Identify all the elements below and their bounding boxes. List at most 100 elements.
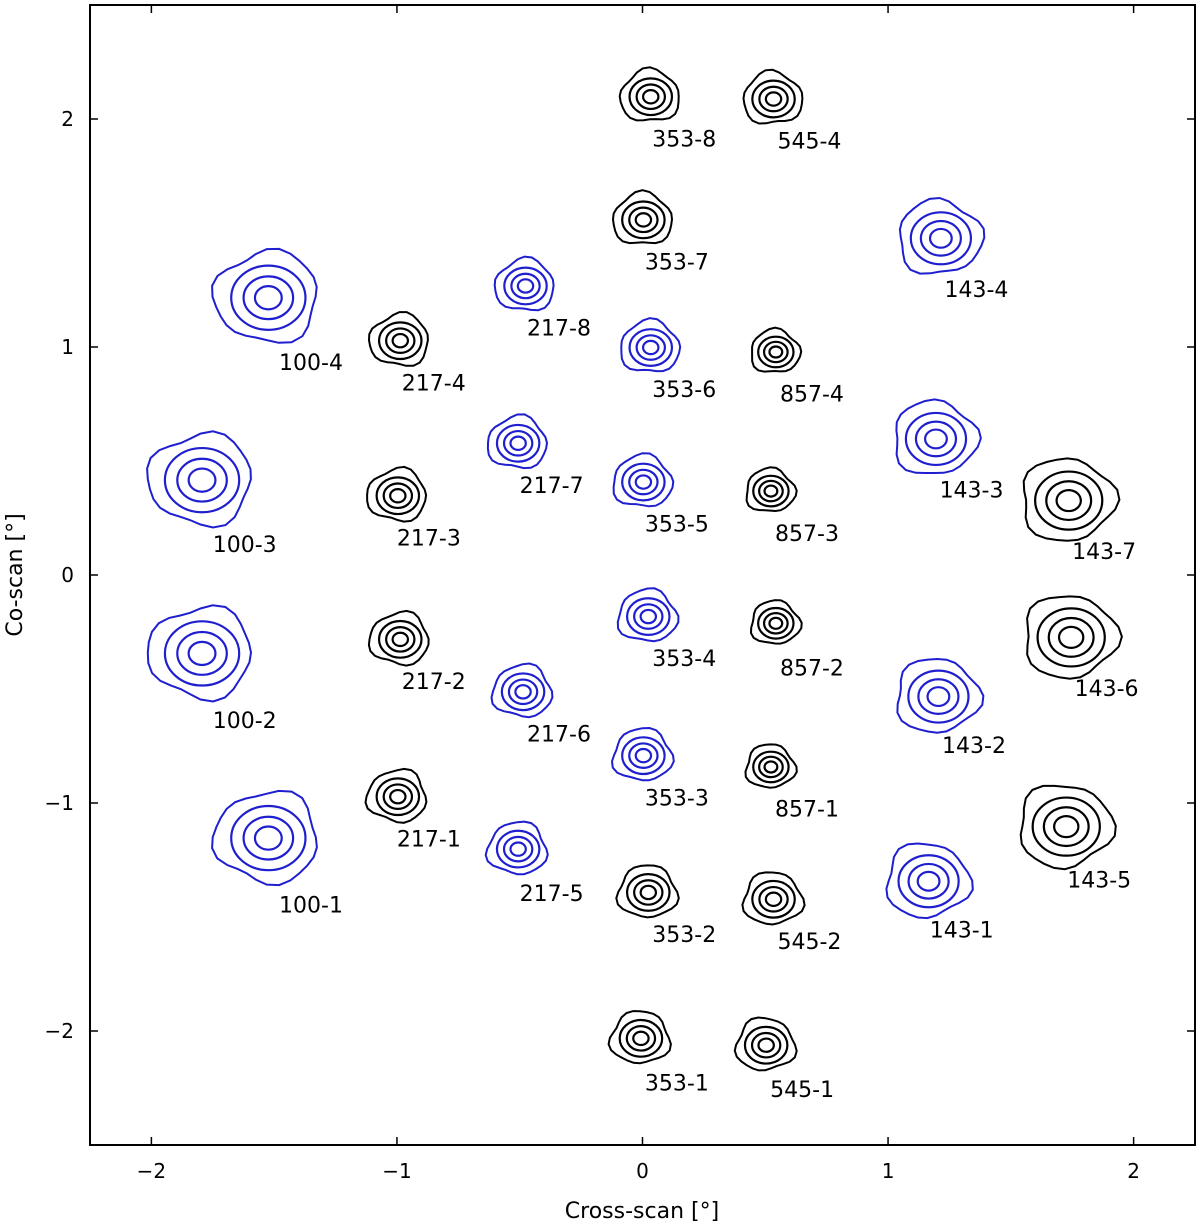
beam-contour-outer bbox=[742, 68, 804, 125]
beam-contour-ring bbox=[230, 804, 307, 872]
beam-contour-ring bbox=[639, 884, 658, 901]
beam-contour-outer bbox=[367, 609, 430, 667]
beam-contour-ring bbox=[764, 891, 783, 908]
beam-143-1: 143-1 bbox=[885, 842, 994, 944]
x-tick-label: −2 bbox=[137, 1159, 166, 1183]
beam-contour-ring bbox=[1034, 470, 1104, 531]
beam-contour-ring bbox=[1036, 607, 1106, 668]
beam-contour-ring bbox=[757, 606, 795, 640]
beam-contour-outer bbox=[1022, 457, 1121, 542]
beam-contour-ring bbox=[625, 872, 671, 912]
beam-label: 353-3 bbox=[645, 786, 709, 811]
beam-contour-ring bbox=[187, 467, 217, 493]
beam-contour-ring bbox=[768, 616, 784, 630]
beam-353-7: 353-7 bbox=[611, 189, 709, 275]
beam-100-4: 100-4 bbox=[211, 247, 343, 376]
beam-contour-ring bbox=[382, 783, 414, 811]
beam-contour-outer bbox=[618, 66, 680, 122]
beam-contour-ring bbox=[176, 457, 228, 503]
beam-label: 217-1 bbox=[397, 827, 461, 852]
beam-353-6: 353-6 bbox=[620, 317, 716, 403]
beam-contour-outer bbox=[611, 189, 674, 245]
beam-label: 353-8 bbox=[652, 127, 716, 152]
beam-contour-ring bbox=[635, 83, 666, 111]
beam-contour-ring bbox=[752, 474, 790, 508]
beam-contour-ring bbox=[750, 1031, 782, 1059]
beam-contour-ring bbox=[502, 429, 534, 457]
beam-label: 353-7 bbox=[645, 250, 709, 275]
beam-contour-ring bbox=[763, 760, 779, 774]
beam-contour-ring bbox=[230, 264, 307, 331]
beam-contour-ring bbox=[641, 339, 660, 356]
beam-contour-ring bbox=[907, 862, 950, 900]
beam-857-2: 857-2 bbox=[749, 599, 844, 681]
beam-contour-ring bbox=[625, 597, 671, 636]
beam-contour-ring bbox=[641, 88, 660, 105]
beam-contour-ring bbox=[757, 335, 795, 369]
beam-contour-ring bbox=[634, 747, 653, 764]
beam-contour-ring bbox=[377, 321, 423, 361]
beam-contour-ring bbox=[763, 484, 779, 498]
beam-353-2: 353-2 bbox=[615, 864, 716, 948]
beam-contour-ring bbox=[516, 278, 535, 294]
beam-label: 353-2 bbox=[652, 923, 716, 948]
beam-217-4: 217-4 bbox=[367, 311, 466, 396]
beam-label: 217-2 bbox=[402, 670, 466, 695]
beam-label: 217-6 bbox=[527, 722, 591, 747]
beam-contour-ring bbox=[385, 327, 416, 355]
beam-contour-ring bbox=[242, 275, 295, 321]
beam-contour-outer bbox=[749, 599, 803, 645]
beam-contour-outer bbox=[616, 587, 680, 643]
beam-contours: 100-1 100-2 100-3 100-4 217-1 217-2 217-3 217-4… bbox=[146, 66, 1139, 1103]
beam-217-7: 217-7 bbox=[486, 413, 584, 499]
beam-label: 217-7 bbox=[520, 474, 584, 499]
beam-100-1: 100-1 bbox=[211, 789, 343, 918]
x-axis-label: Cross-scan [°] bbox=[565, 1199, 719, 1224]
beam-contour-outer bbox=[484, 820, 549, 876]
beam-contour-outer bbox=[367, 311, 429, 367]
beam-545-1: 545-1 bbox=[733, 1016, 834, 1103]
beam-857-4: 857-4 bbox=[751, 326, 844, 408]
beam-contour-ring bbox=[509, 841, 527, 857]
beam-100-2: 100-2 bbox=[146, 604, 277, 734]
x-tick-label: 0 bbox=[636, 1159, 649, 1183]
beam-label: 143-3 bbox=[940, 478, 1004, 503]
beam-contour-ring bbox=[909, 211, 973, 266]
beam-label: 545-4 bbox=[778, 130, 842, 155]
beam-contour-outer bbox=[1019, 784, 1117, 871]
beam-contour-ring bbox=[176, 630, 228, 676]
beam-353-5: 353-5 bbox=[612, 452, 709, 538]
beam-contour-ring bbox=[510, 272, 541, 300]
beam-contour-outer bbox=[493, 255, 555, 312]
beam-217-8: 217-8 bbox=[493, 255, 591, 342]
beam-contour-ring bbox=[917, 678, 960, 715]
beam-label: 353-4 bbox=[652, 647, 716, 672]
beam-label: 857-2 bbox=[780, 656, 844, 681]
beam-contour-ring bbox=[751, 879, 796, 919]
beam-label: 217-8 bbox=[527, 317, 591, 342]
beam-label: 217-4 bbox=[402, 371, 466, 396]
beam-contour-ring bbox=[253, 285, 283, 311]
beam-label: 545-1 bbox=[770, 1078, 834, 1103]
beam-contour-ring bbox=[632, 1030, 650, 1047]
beam-contour-ring bbox=[757, 1037, 775, 1053]
beam-contour-ring bbox=[621, 462, 666, 502]
beam-label: 143-5 bbox=[1067, 868, 1131, 893]
beam-contour-outer bbox=[745, 466, 798, 513]
beam-label: 857-1 bbox=[775, 798, 839, 823]
beam-contour-ring bbox=[628, 742, 659, 769]
beam-contour-ring bbox=[633, 603, 664, 630]
beam-label: 353-1 bbox=[645, 1071, 709, 1096]
beam-contour-outer bbox=[898, 196, 986, 275]
beam-contour-ring bbox=[752, 750, 790, 784]
plot-area-frame bbox=[89, 4, 1196, 1146]
beam-contour-ring bbox=[928, 227, 953, 249]
beam-contour-ring bbox=[242, 815, 295, 861]
beam-545-2: 545-2 bbox=[741, 871, 841, 955]
beam-label: 857-4 bbox=[780, 383, 844, 408]
beam-contour-ring bbox=[509, 435, 527, 452]
beam-contour-outer bbox=[896, 657, 985, 734]
beam-contour-ring bbox=[503, 266, 548, 306]
beam-contour-ring bbox=[385, 626, 416, 653]
